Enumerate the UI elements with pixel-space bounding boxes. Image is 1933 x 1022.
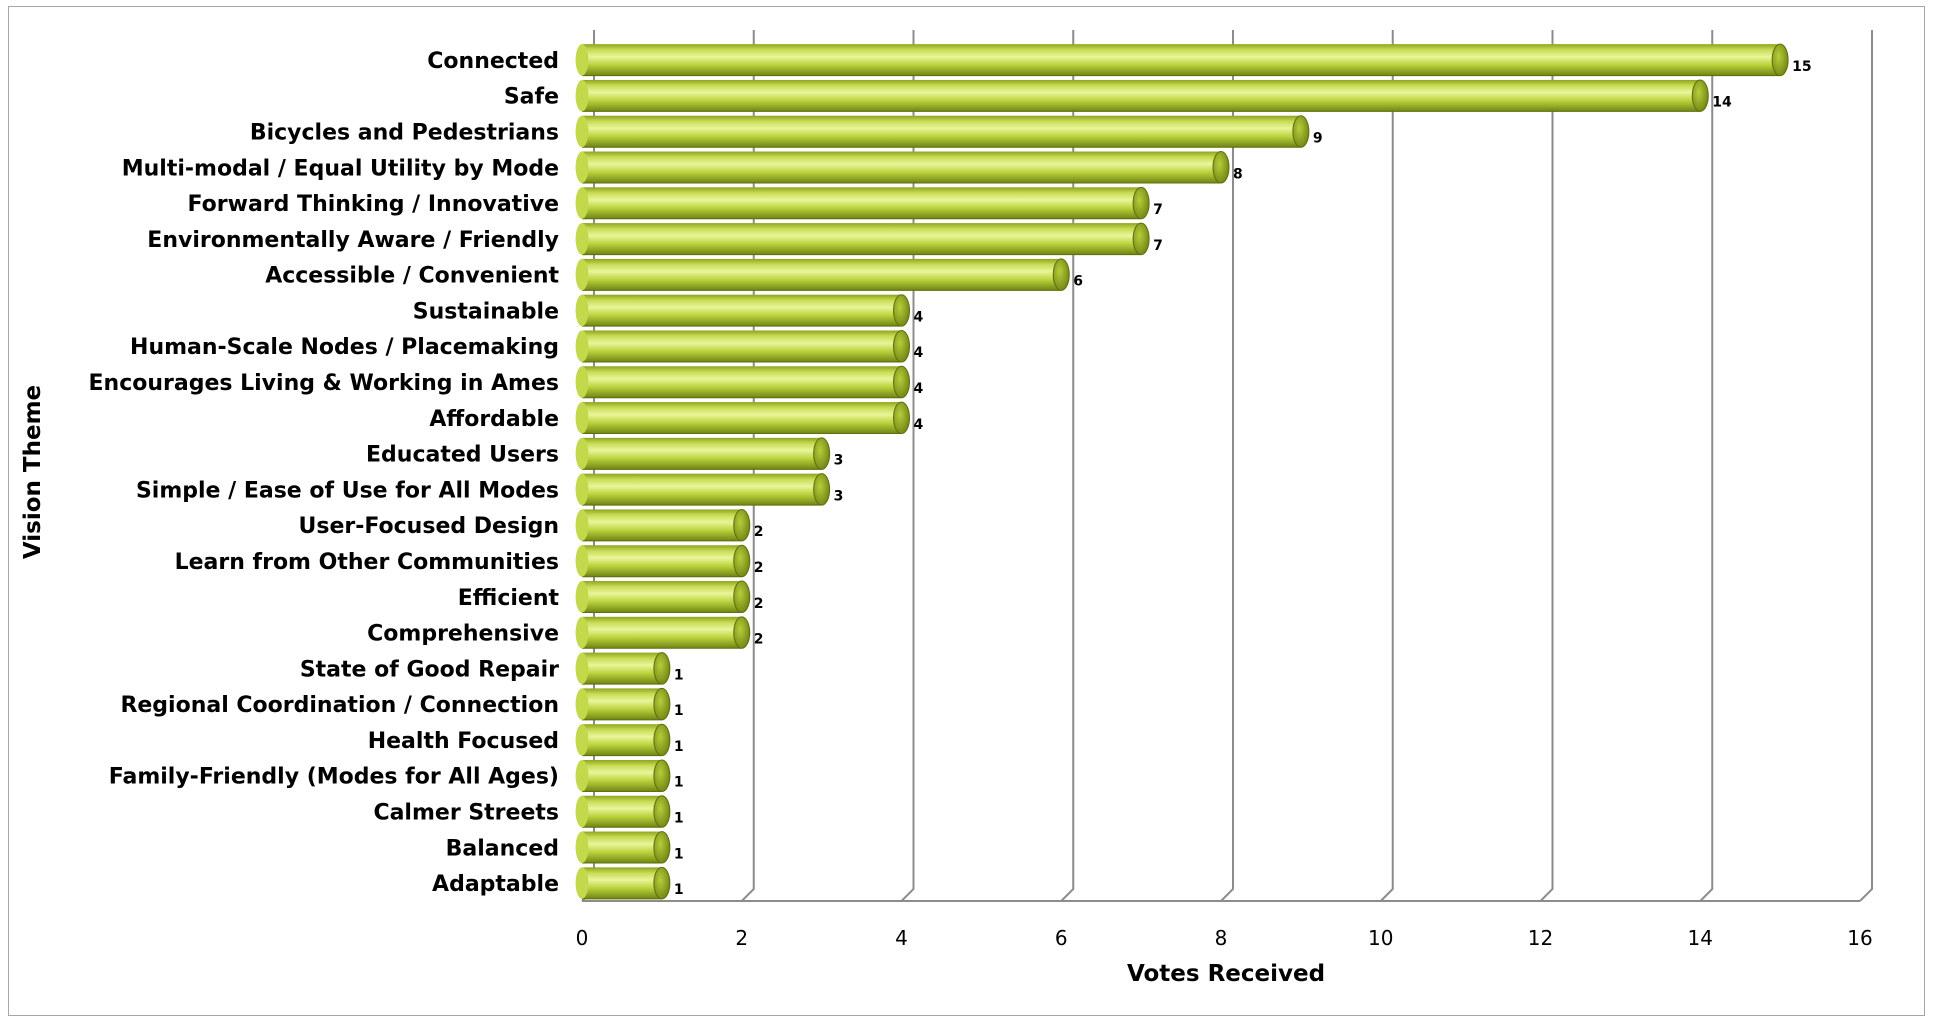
data-label: 8	[1233, 166, 1243, 182]
gridline	[1220, 30, 1234, 902]
bar	[575, 222, 1150, 256]
bar	[575, 652, 671, 685]
bar	[575, 401, 910, 435]
category-label: Safe	[504, 85, 559, 110]
category-label: Comprehensive	[367, 622, 559, 647]
gridline	[900, 30, 915, 902]
x-axis-title: Votes Received	[1127, 961, 1325, 987]
data-label: 4	[914, 381, 924, 397]
category-label: Accessible / Convenient	[265, 264, 559, 289]
data-label: 4	[914, 309, 924, 325]
category-label: Adaptable	[432, 872, 559, 897]
x-tick-label: 0	[576, 926, 589, 950]
data-label: 1	[674, 703, 684, 719]
bar	[575, 544, 751, 578]
gridline	[1539, 30, 1554, 902]
bar	[575, 151, 1230, 184]
bar	[575, 723, 671, 757]
x-tick-label: 10	[1368, 926, 1393, 950]
category-labels: Connected Safe Bicycles and Pedestrians Mul…	[89, 49, 560, 897]
data-label: 2	[754, 560, 764, 576]
data-label: 3	[834, 488, 844, 504]
category-label: Multi-modal / Equal Utility by Mode	[122, 156, 559, 181]
data-label: 4	[914, 345, 924, 361]
gridline	[1060, 30, 1075, 902]
gridline	[1699, 30, 1714, 902]
category-label: Affordable	[429, 407, 559, 432]
bar	[575, 115, 1310, 148]
data-label: 1	[674, 775, 684, 791]
category-label: Educated Users	[366, 443, 559, 468]
bar	[575, 79, 1709, 112]
data-label: 9	[1313, 130, 1323, 146]
x-tick-label: 14	[1688, 926, 1713, 950]
category-label: Balanced	[446, 836, 559, 861]
bar	[575, 580, 751, 614]
bar	[575, 759, 671, 792]
category-label: Learn from Other Communities	[175, 550, 559, 575]
data-label: 2	[754, 632, 764, 648]
category-label: Connected	[427, 49, 559, 74]
category-label: Regional Coordination / Connection	[120, 693, 559, 718]
data-label: 7	[1153, 238, 1163, 254]
data-label: 3	[834, 453, 844, 469]
data-label: 1	[674, 846, 684, 862]
data-label: 1	[674, 739, 684, 755]
category-label: Environmentally Aware / Friendly	[147, 228, 559, 253]
bar	[575, 687, 671, 721]
bar	[575, 473, 831, 506]
x-tick-label: 4	[895, 926, 908, 950]
bar	[575, 508, 751, 542]
category-label: Efficient	[458, 586, 560, 611]
data-label: 15	[1792, 59, 1811, 75]
category-label: Calmer Streets	[373, 801, 559, 826]
category-label: State of Good Repair	[300, 657, 559, 682]
x-tick-label: 8	[1215, 926, 1228, 950]
category-label: Bicycles and Pedestrians	[250, 120, 559, 145]
x-axis: 0 2 4 6 8 10 12 14 16	[576, 900, 1873, 950]
bar	[575, 795, 671, 828]
bar	[575, 437, 831, 470]
category-label: Family-Friendly (Modes for All Ages)	[109, 765, 559, 790]
category-label: Health Focused	[368, 729, 559, 754]
bar	[575, 616, 751, 649]
data-label: 1	[674, 667, 684, 683]
bars	[575, 43, 1789, 900]
x-tick-label: 6	[1055, 926, 1068, 950]
category-label: User-Focused Design	[299, 514, 559, 539]
data-label: 6	[1073, 274, 1083, 290]
gridline	[1859, 30, 1873, 902]
bar	[575, 365, 910, 399]
x-tick-label: 16	[1847, 926, 1872, 950]
data-label: 2	[754, 524, 764, 540]
data-label: 4	[914, 417, 924, 433]
gridline	[1380, 30, 1394, 902]
data-label: 1	[674, 811, 684, 827]
bar	[575, 186, 1150, 220]
data-label: 2	[754, 596, 764, 612]
data-labels: 15 14 9 8 7 7 6 4 4 4 4 3 3 2 2 2 2 1 1 1 1 1 1 1	[674, 59, 1812, 898]
data-label: 7	[1153, 202, 1163, 218]
category-label: Encourages Living & Working in Ames	[89, 371, 560, 396]
bar	[575, 831, 671, 864]
bar	[575, 294, 910, 327]
category-label: Forward Thinking / Innovative	[188, 192, 559, 217]
bar	[575, 258, 1070, 291]
x-tick-label: 12	[1528, 926, 1553, 950]
y-axis-title: Vision Theme	[20, 385, 46, 559]
category-label: Simple / Ease of Use for All Modes	[136, 478, 559, 503]
category-label: Sustainable	[413, 299, 559, 324]
data-label: 14	[1712, 95, 1732, 111]
bar	[575, 43, 1789, 77]
bar	[575, 329, 910, 363]
bar	[575, 866, 671, 900]
data-label: 1	[674, 882, 684, 898]
x-tick-label: 2	[735, 926, 748, 950]
category-label: Human-Scale Nodes / Placemaking	[130, 335, 559, 360]
